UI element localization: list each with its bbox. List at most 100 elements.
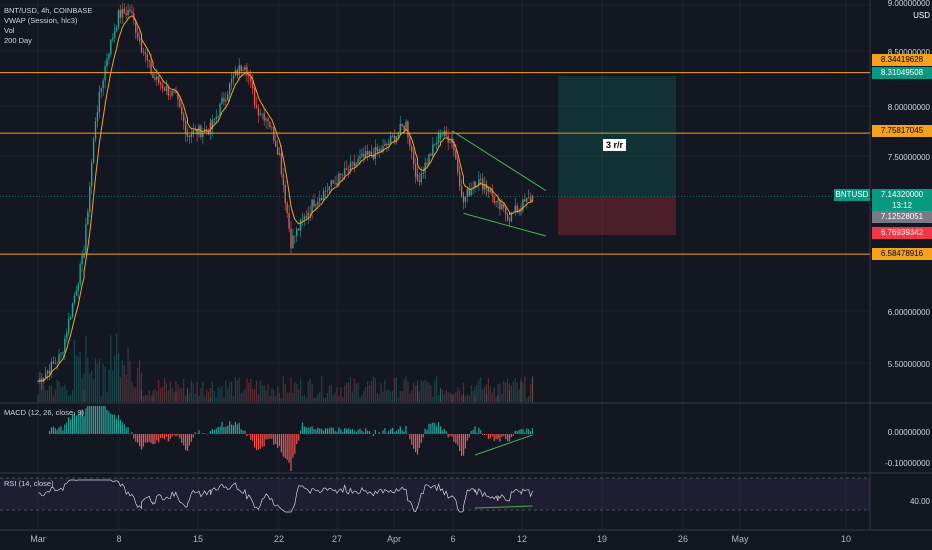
candle-body bbox=[125, 13, 127, 16]
price-tag-resistance-mid[interactable]: 7.75817045 bbox=[872, 125, 932, 137]
candle-body bbox=[44, 373, 47, 379]
macd-histogram-bar bbox=[106, 409, 108, 434]
macd-histogram-bar bbox=[192, 434, 194, 438]
volume-bar bbox=[482, 389, 484, 402]
volume-bar bbox=[114, 355, 116, 402]
y-tick-label: 6.00000000 bbox=[887, 308, 930, 317]
candle-body bbox=[146, 54, 148, 60]
macd-histogram-bar bbox=[234, 421, 237, 434]
volume-bar bbox=[409, 393, 411, 402]
macd-histogram-bar bbox=[363, 432, 365, 434]
volume-bar bbox=[522, 382, 524, 402]
macd-histogram-bar bbox=[357, 429, 359, 434]
volume-bar bbox=[64, 384, 66, 402]
macd-histogram-bar bbox=[518, 429, 520, 434]
candle-body bbox=[422, 172, 424, 174]
volume-bar bbox=[361, 395, 363, 402]
macd-histogram-bar bbox=[142, 434, 145, 447]
macd-histogram-bar bbox=[374, 429, 376, 434]
candle-body bbox=[140, 51, 143, 52]
volume-bar bbox=[167, 390, 169, 402]
volume-bar bbox=[508, 390, 511, 402]
candle-body bbox=[361, 153, 363, 157]
macd-histogram-bar bbox=[79, 412, 81, 434]
macd-histogram-bar bbox=[278, 434, 281, 447]
macd-histogram-bar bbox=[227, 425, 229, 434]
macd-title[interactable]: MACD (12, 26, close, 9) bbox=[4, 408, 85, 417]
candle-body bbox=[520, 208, 522, 211]
volume-bar bbox=[303, 395, 306, 402]
macd-histogram-bar bbox=[276, 434, 279, 449]
indicator-vwap[interactable]: VWAP (Session, hlc3) bbox=[4, 16, 78, 25]
macd-histogram-bar bbox=[459, 434, 461, 451]
candle-body bbox=[430, 154, 432, 156]
candle-body bbox=[296, 228, 298, 236]
currency-label[interactable]: USD bbox=[913, 11, 930, 20]
candle-body bbox=[524, 199, 526, 202]
chart-legend: BNT/USD, 4h, COINBASE VWAP (Session, hlc… bbox=[4, 6, 92, 46]
volume-bar bbox=[263, 385, 265, 402]
candle-body bbox=[397, 132, 400, 136]
risk-reward-label[interactable]: 3 r/r bbox=[603, 139, 627, 151]
macd-histogram-bar bbox=[528, 429, 530, 434]
candle-body bbox=[301, 218, 304, 220]
volume-bar bbox=[273, 389, 275, 402]
macd-histogram-bar bbox=[520, 429, 522, 434]
candle-body bbox=[117, 10, 120, 28]
volume-bar bbox=[336, 387, 338, 402]
macd-histogram-bar bbox=[307, 427, 309, 434]
macd-histogram-bar bbox=[273, 434, 275, 445]
volume-bar bbox=[340, 387, 342, 402]
volume-bar bbox=[506, 378, 509, 402]
macd-histogram-bar bbox=[129, 434, 131, 435]
macd-histogram-bar bbox=[87, 406, 89, 434]
volume-bar bbox=[165, 383, 168, 402]
volume-bar bbox=[169, 381, 171, 402]
macd-histogram-bar bbox=[123, 424, 125, 434]
macd-histogram-bar bbox=[119, 419, 122, 434]
symbol-tag[interactable]: BNTUSD bbox=[834, 189, 870, 201]
vwap-price-tag[interactable]: 7.12528051 bbox=[872, 211, 932, 223]
volume-bar bbox=[248, 382, 250, 402]
macd-histogram-bar bbox=[156, 434, 158, 441]
price-tag-support[interactable]: 6.58478916 bbox=[872, 248, 932, 260]
volume-bar bbox=[45, 390, 47, 402]
candle-body bbox=[330, 180, 332, 187]
macd-histogram-bar bbox=[121, 422, 123, 434]
macd-histogram-bar bbox=[409, 434, 411, 440]
volume-bar bbox=[495, 396, 497, 402]
candle-body bbox=[336, 183, 338, 186]
stop-price-tag[interactable]: 6.76939342 bbox=[872, 227, 932, 239]
volume-bar bbox=[386, 390, 388, 402]
volume-bar bbox=[83, 372, 85, 402]
rsi-title[interactable]: RSI (14, close) bbox=[4, 479, 54, 488]
price-tag-target[interactable]: 8.31049508 bbox=[872, 67, 932, 79]
volume-bar bbox=[487, 377, 490, 402]
volume-bar bbox=[71, 389, 74, 402]
candle-body bbox=[96, 112, 99, 122]
candle-body bbox=[349, 162, 352, 171]
candle-body bbox=[238, 65, 240, 76]
indicator-200day[interactable]: 200 Day bbox=[4, 36, 32, 45]
price-tag-resistance-top[interactable]: 8.34419628 bbox=[872, 54, 932, 66]
candle-body bbox=[412, 151, 415, 164]
volume-bar bbox=[186, 388, 189, 402]
volume-bar bbox=[428, 382, 430, 402]
candle-body bbox=[497, 200, 499, 202]
candle-body bbox=[232, 75, 235, 80]
volume-bar bbox=[161, 386, 164, 402]
candle-body bbox=[516, 205, 518, 213]
macd-histogram-bar bbox=[349, 429, 352, 434]
macd-histogram-bar bbox=[420, 434, 422, 443]
candle-body bbox=[510, 211, 513, 221]
candle-body bbox=[512, 211, 515, 213]
volume-bar bbox=[69, 394, 72, 402]
indicator-volume[interactable]: Vol bbox=[4, 26, 15, 35]
candle-body bbox=[508, 220, 511, 221]
candle-body bbox=[69, 316, 72, 320]
last-price-tag[interactable]: 7.14320000 bbox=[872, 189, 932, 201]
macd-histogram-bar bbox=[177, 434, 179, 436]
macd-histogram-bar bbox=[77, 414, 79, 434]
volume-bar bbox=[83, 390, 85, 402]
